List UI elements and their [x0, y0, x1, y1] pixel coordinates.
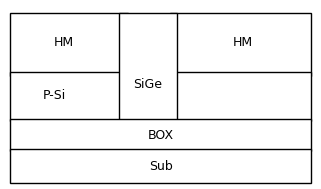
- Text: HM: HM: [54, 36, 74, 49]
- Bar: [170, 13, 311, 76]
- Text: P-Si: P-Si: [43, 89, 66, 102]
- Bar: [10, 72, 311, 121]
- Bar: [119, 13, 177, 121]
- Text: SiGe: SiGe: [133, 78, 162, 91]
- Bar: [10, 13, 128, 76]
- Text: BOX: BOX: [147, 129, 174, 142]
- Bar: [10, 149, 311, 183]
- Text: HM: HM: [232, 36, 252, 49]
- Bar: [10, 119, 311, 151]
- Text: Sub: Sub: [149, 160, 172, 173]
